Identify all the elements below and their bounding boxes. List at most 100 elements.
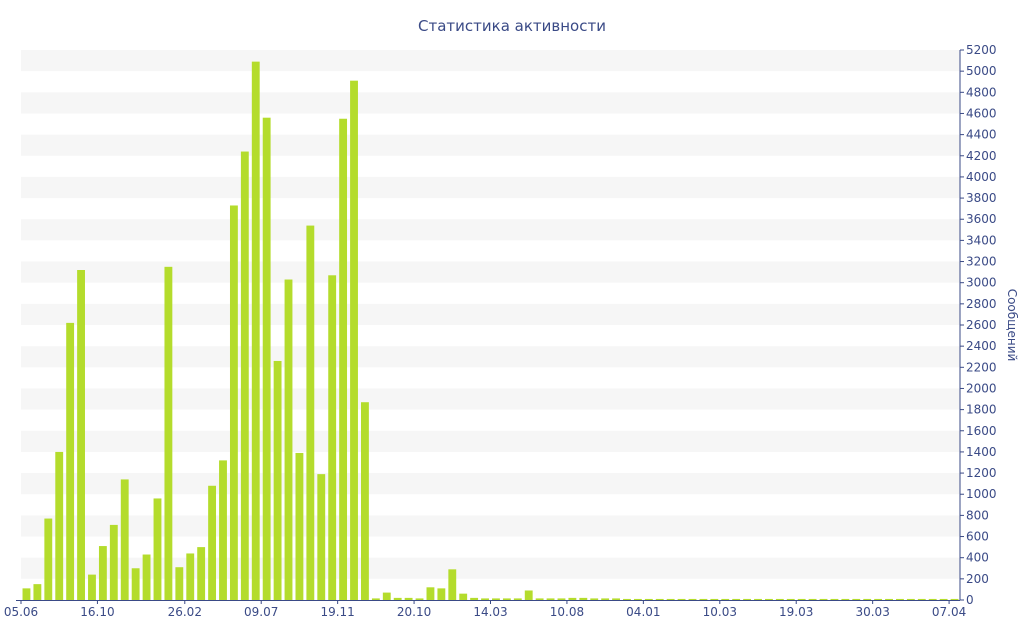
bar — [601, 598, 610, 600]
y-tick-label: 4600 — [966, 106, 997, 120]
bar — [950, 598, 959, 600]
bar — [863, 598, 872, 600]
bar — [459, 593, 468, 600]
bar — [721, 598, 730, 600]
y-tick-label: 200 — [966, 572, 989, 586]
bar — [786, 598, 795, 600]
bar — [524, 590, 533, 600]
y-tick-label: 2600 — [966, 318, 997, 332]
bar — [120, 479, 129, 600]
y-tick-label: 2000 — [966, 381, 997, 395]
bar — [66, 322, 75, 600]
x-tick-label: 20.10 — [397, 605, 431, 619]
grid-band — [21, 473, 960, 495]
bar — [764, 598, 773, 600]
y-axis-label: Сообщений — [1005, 289, 1019, 362]
bar — [361, 402, 369, 600]
bar — [55, 451, 64, 600]
bar — [240, 151, 249, 601]
bar — [33, 584, 42, 600]
bar — [502, 598, 511, 600]
bar — [874, 598, 883, 600]
grid-band — [21, 346, 960, 368]
bar — [273, 360, 282, 600]
x-axis-ticks: 05.06 16.10 26.02 09.07 19.11 20.10 14.03 10.08… — [4, 600, 966, 619]
bar — [229, 205, 238, 600]
y-tick-label: 3000 — [966, 276, 997, 290]
bar — [754, 598, 762, 600]
grid-band — [21, 176, 960, 199]
bar — [295, 452, 304, 600]
y-axis-ticks: 0 200 400 600 800 1000 1200 1400 1600 1800 2000 220… — [960, 43, 997, 607]
bar — [852, 598, 861, 600]
y-tick-label: 5000 — [966, 64, 997, 78]
y-tick-label: 600 — [966, 530, 989, 544]
bar — [896, 598, 904, 600]
y-tick-label: 1000 — [966, 487, 997, 501]
x-tick-label: 07.04 — [932, 605, 966, 619]
x-tick-label: 10.03 — [703, 605, 737, 619]
bar — [197, 547, 206, 600]
bar — [284, 279, 293, 600]
bar — [655, 598, 664, 600]
y-tick-label: 400 — [966, 551, 989, 565]
bar — [590, 598, 599, 600]
bar — [612, 598, 620, 600]
bar — [448, 569, 457, 600]
grid-band — [21, 134, 960, 156]
x-tick-label: 04.01 — [626, 605, 660, 619]
grid-band — [21, 388, 960, 410]
bar — [142, 554, 151, 600]
grid-band — [21, 430, 960, 452]
bar — [98, 546, 107, 600]
y-tick-label: 0 — [966, 593, 974, 607]
bar — [164, 266, 173, 600]
bar — [437, 588, 446, 600]
bar — [208, 485, 217, 600]
y-tick-label: 4800 — [966, 85, 997, 99]
y-tick-label: 5200 — [966, 43, 997, 57]
bar — [513, 598, 522, 600]
bar — [535, 598, 544, 600]
bar — [939, 598, 948, 600]
grid-band — [21, 557, 960, 579]
bar — [492, 598, 500, 600]
y-tick-label: 3800 — [966, 191, 997, 205]
bar — [819, 598, 828, 600]
x-tick-label: 19.11 — [320, 605, 354, 619]
bar — [743, 598, 752, 600]
bar — [557, 598, 566, 600]
bar — [153, 498, 162, 600]
y-tick-label: 3400 — [966, 233, 997, 247]
y-tick-label: 2200 — [966, 360, 997, 374]
bar — [808, 598, 817, 600]
bar — [688, 598, 697, 600]
chart-title: Статистика активности — [418, 17, 606, 35]
bar — [885, 598, 893, 600]
bar — [219, 460, 227, 600]
bar — [328, 275, 337, 600]
y-tick-label: 1400 — [966, 445, 997, 459]
bar — [644, 598, 653, 600]
x-tick-label: 10.08 — [550, 605, 584, 619]
y-tick-label: 4000 — [966, 170, 997, 184]
bar — [350, 80, 358, 600]
bar — [928, 598, 937, 600]
bar — [677, 598, 686, 600]
bar — [44, 518, 53, 600]
bar — [568, 597, 577, 600]
grid-band — [21, 303, 960, 325]
bar — [732, 598, 741, 600]
bar — [841, 598, 850, 600]
bar — [317, 474, 326, 600]
bar — [262, 117, 271, 600]
bar — [481, 598, 489, 600]
bar — [426, 587, 435, 600]
y-tick-label: 4400 — [966, 128, 997, 142]
y-tick-label: 2800 — [966, 297, 997, 311]
bar — [775, 598, 784, 600]
grid-band — [21, 219, 960, 241]
x-tick-label: 09.07 — [244, 605, 278, 619]
